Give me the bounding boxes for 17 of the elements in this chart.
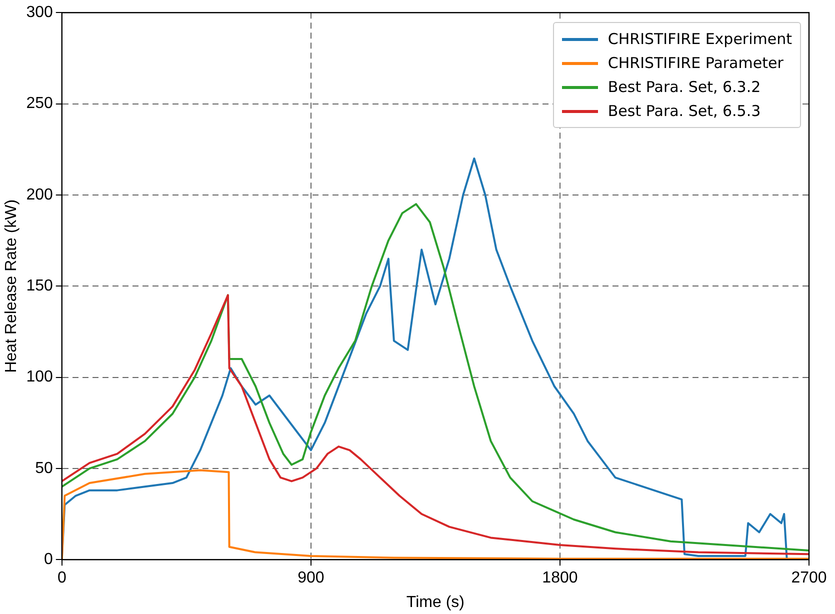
x-tick-label: 1800 xyxy=(542,570,578,587)
x-tick-label: 900 xyxy=(298,570,324,587)
y-axis-title: Heat Release Rate (kW) xyxy=(3,199,20,373)
y-tick-label: 100 xyxy=(26,368,53,386)
legend-label: Best Para. Set, 6.3.2 xyxy=(608,78,761,96)
y-tick-label: 50 xyxy=(35,460,53,477)
y-tick-label: 150 xyxy=(26,278,53,295)
y-tick-label: 200 xyxy=(26,186,53,204)
legend-label: CHRISTIFIRE Experiment xyxy=(608,30,792,48)
legend-label: CHRISTIFIRE Parameter xyxy=(608,54,784,72)
x-tick-label: 2700 xyxy=(791,570,827,587)
x-axis-title: Time (s) xyxy=(406,594,464,611)
x-tick-label: 0 xyxy=(57,570,66,587)
y-tick-label: 250 xyxy=(26,95,53,112)
y-tick-label: 0 xyxy=(44,551,53,568)
legend-label: Best Para. Set, 6.5.3 xyxy=(608,102,761,120)
y-tick-label: 300 xyxy=(26,4,53,22)
